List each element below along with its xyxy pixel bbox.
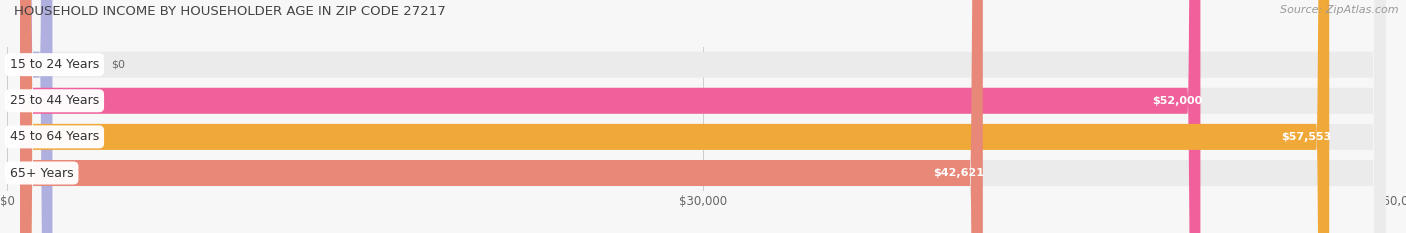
- Text: 15 to 24 Years: 15 to 24 Years: [10, 58, 98, 71]
- Text: $0: $0: [111, 60, 125, 70]
- FancyBboxPatch shape: [20, 0, 1386, 233]
- Text: Source: ZipAtlas.com: Source: ZipAtlas.com: [1281, 5, 1399, 15]
- FancyBboxPatch shape: [20, 0, 1201, 233]
- Text: 45 to 64 Years: 45 to 64 Years: [10, 130, 98, 143]
- FancyBboxPatch shape: [20, 0, 1386, 233]
- Text: HOUSEHOLD INCOME BY HOUSEHOLDER AGE IN ZIP CODE 27217: HOUSEHOLD INCOME BY HOUSEHOLDER AGE IN Z…: [14, 5, 446, 18]
- FancyBboxPatch shape: [20, 0, 1329, 233]
- FancyBboxPatch shape: [20, 0, 52, 233]
- Text: $52,000: $52,000: [1152, 96, 1202, 106]
- FancyBboxPatch shape: [20, 0, 1386, 233]
- FancyBboxPatch shape: [20, 0, 1386, 233]
- Text: $57,553: $57,553: [1281, 132, 1331, 142]
- Text: 65+ Years: 65+ Years: [10, 167, 73, 179]
- Text: $42,621: $42,621: [934, 168, 984, 178]
- Text: 25 to 44 Years: 25 to 44 Years: [10, 94, 98, 107]
- FancyBboxPatch shape: [20, 0, 983, 233]
